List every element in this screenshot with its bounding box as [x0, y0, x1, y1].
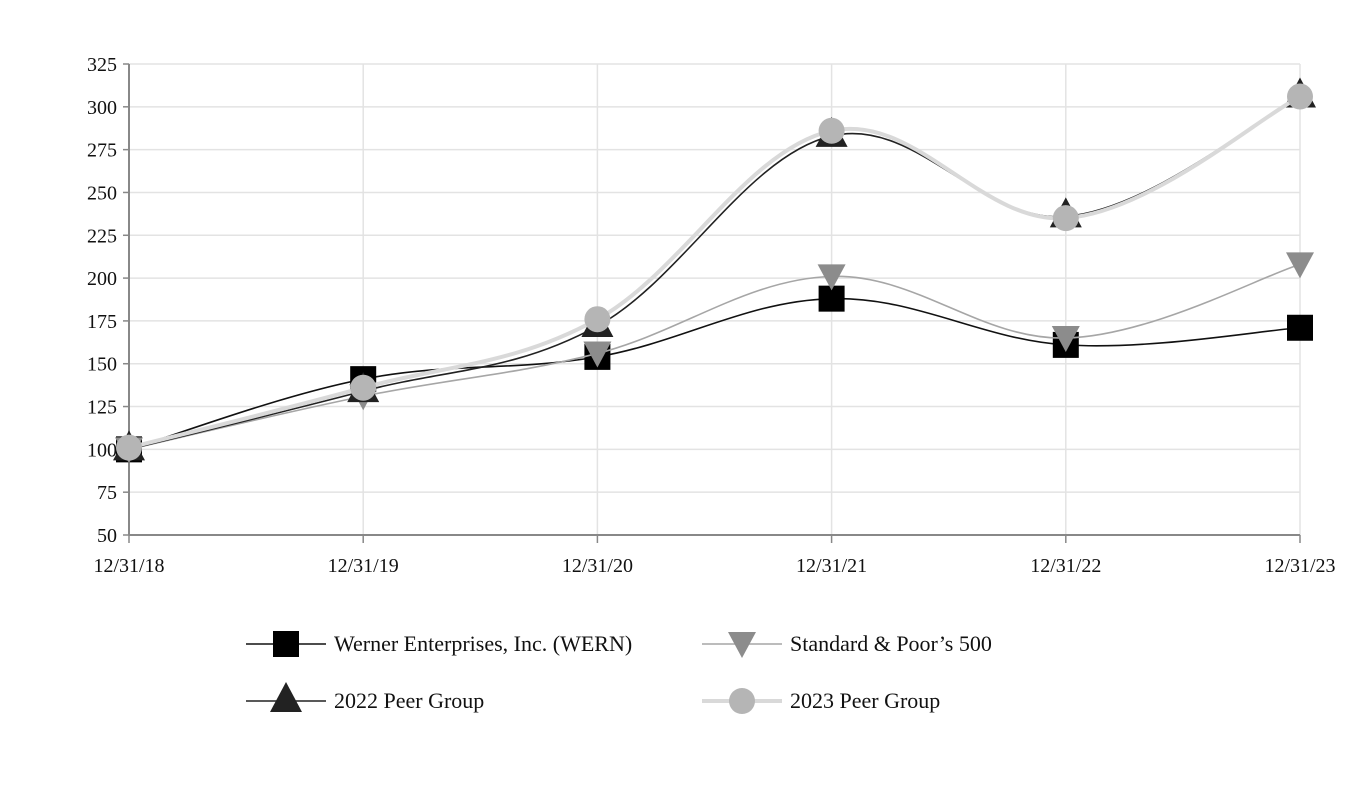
x-tick-label: 12/31/18 [93, 555, 164, 577]
data-point-sp500 [817, 264, 846, 291]
x-tick-label: 12/31/23 [1264, 555, 1335, 577]
y-tick-label: 125 [87, 397, 117, 419]
data-point-peer-2023 [116, 434, 142, 461]
x-tick-label: 12/31/19 [328, 555, 399, 577]
x-axis-ticks: 12/31/18 12/31/19 12/31/20 12/31/21 12/31/22… [93, 535, 1336, 577]
data-point-wern [1287, 314, 1313, 341]
y-tick-label: 100 [87, 439, 117, 461]
y-tick-label: 200 [87, 268, 117, 290]
data-point-sp500 [583, 341, 612, 368]
axes [128, 64, 1300, 536]
data-point-peer-2023 [584, 306, 611, 333]
data-point-sp500 [1051, 326, 1080, 353]
y-tick-label: 225 [87, 225, 117, 247]
y-tick-label: 300 [87, 97, 117, 119]
series-sp500 [115, 252, 1314, 464]
x-tick-label: 12/31/21 [796, 555, 867, 577]
y-tick-label: 275 [87, 140, 117, 162]
series-line-sp500 [128, 263, 1301, 451]
y-tick-label: 325 [87, 54, 117, 76]
y-tick-label: 250 [87, 182, 117, 204]
data-point-peer-2023 [350, 374, 377, 401]
data-point-peer-2023 [1287, 83, 1313, 110]
x-tick-label: 12/31/22 [1030, 555, 1101, 577]
series-group [113, 77, 1316, 464]
y-axis-ticks: 325 300 275 250 225 200 175 150 125 100 75 50 [87, 54, 129, 547]
data-point-peer-2023 [818, 117, 845, 144]
y-tick-label: 50 [97, 525, 117, 547]
y-tick-label: 150 [87, 354, 117, 376]
series-line-peer-2023 [128, 94, 1301, 450]
series-peer-2022 [113, 77, 1316, 461]
y-tick-label: 175 [87, 311, 117, 333]
x-tick-label: 12/31/20 [562, 555, 633, 577]
grid-lines [129, 63, 1301, 536]
series-line-wern [128, 297, 1301, 451]
y-tick-label: 75 [97, 482, 117, 504]
series-peer-2023 [116, 83, 1313, 461]
series-wern [116, 285, 1313, 463]
data-point-sp500 [1286, 252, 1314, 279]
data-point-peer-2023 [1052, 205, 1079, 232]
